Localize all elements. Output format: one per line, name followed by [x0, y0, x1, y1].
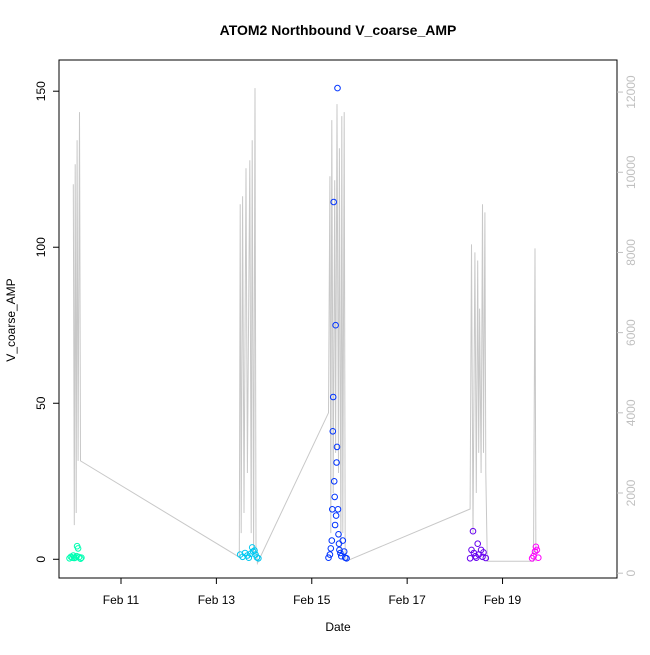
y-tick-label: 50 — [34, 396, 48, 410]
data-point — [331, 493, 339, 501]
x-tick-label: Feb 11 — [103, 593, 140, 607]
data-point — [474, 540, 482, 548]
y-tick-label: 100 — [34, 237, 48, 257]
data-point — [331, 521, 339, 529]
data-point — [325, 554, 332, 562]
data-point — [74, 545, 82, 552]
x-tick-label: Feb 19 — [484, 593, 522, 607]
y2-tick-label: 12000 — [624, 75, 638, 109]
y2-tick-label: 8000 — [624, 239, 638, 266]
data-point — [253, 554, 261, 561]
data-point — [330, 198, 338, 206]
data-point — [333, 443, 341, 451]
data-point — [535, 554, 542, 562]
data-point — [479, 553, 486, 561]
data-point — [332, 512, 340, 519]
y2-tick-label: 0 — [624, 570, 638, 577]
data-point — [326, 551, 334, 558]
y2-tick-label: 10000 — [624, 155, 638, 189]
data-point — [333, 459, 340, 466]
data-point — [340, 548, 348, 555]
data-point — [77, 555, 84, 563]
data-point — [339, 537, 347, 544]
y-axis-label: V_coarse_AMP — [4, 278, 18, 361]
data-point — [343, 555, 350, 562]
line-layer — [72, 88, 537, 566]
x-axis-label: Date — [325, 620, 351, 634]
data-point — [469, 527, 477, 535]
data-point — [335, 531, 342, 538]
data-point — [334, 506, 342, 513]
data-point — [532, 543, 540, 551]
x-tick-label: Feb 17 — [388, 593, 426, 607]
data-point — [329, 393, 337, 401]
data-point — [480, 549, 487, 556]
data-point — [327, 545, 335, 552]
axes-layer: 0 50 100 150 0 2000 4000 6000 8000 10000 12000 Feb … — [34, 59, 638, 607]
x-tick-label: Feb 15 — [293, 593, 331, 607]
data-point — [78, 554, 85, 562]
data-point — [251, 547, 258, 554]
x-tick-label: Feb 13 — [198, 593, 236, 607]
data-point — [330, 478, 338, 485]
chart-title: ATOM2 Northbound V_coarse_AMP — [220, 22, 457, 38]
data-point — [329, 428, 337, 435]
data-point — [337, 549, 344, 557]
y2-tick-label: 4000 — [624, 399, 638, 426]
data-point — [245, 554, 253, 562]
data-point — [255, 555, 262, 562]
data-point — [531, 548, 539, 555]
plot-frame — [58, 59, 618, 579]
data-point — [328, 537, 336, 544]
data-point — [472, 552, 479, 560]
data-point — [334, 84, 341, 92]
series-line — [72, 88, 537, 566]
data-point — [482, 554, 490, 562]
y-tick-label: 150 — [34, 81, 48, 101]
y2-tick-label: 2000 — [624, 479, 638, 506]
points-layer — [66, 84, 542, 563]
y-tick-label: 0 — [34, 556, 48, 563]
data-point — [332, 321, 339, 329]
y2-tick-label: 6000 — [624, 319, 638, 346]
data-point — [533, 546, 541, 554]
